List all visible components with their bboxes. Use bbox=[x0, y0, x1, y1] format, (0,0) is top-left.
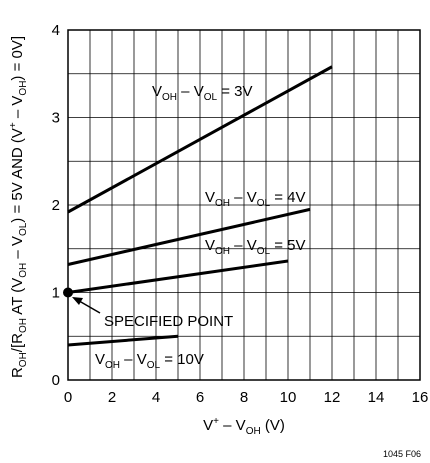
y-tick-label: 4 bbox=[52, 22, 60, 39]
series-line-1 bbox=[67, 207, 311, 266]
x-tick-label: 6 bbox=[196, 389, 204, 406]
y-tick-label: 2 bbox=[52, 197, 60, 214]
x-tick-label: 8 bbox=[240, 389, 248, 406]
plot-border bbox=[67, 29, 421, 381]
series-label-5v: VOH – VOL = 5V bbox=[205, 237, 306, 257]
annotation-arrowhead bbox=[72, 297, 83, 305]
grid bbox=[68, 30, 420, 380]
series-label-4v: VOH – VOL = 4V bbox=[205, 189, 306, 209]
x-axis-title: V+ – VOH (V) bbox=[203, 416, 285, 437]
figure-id: 1045 F06 bbox=[383, 449, 421, 459]
x-tick-label: 14 bbox=[368, 389, 385, 406]
x-tick-label: 4 bbox=[152, 389, 160, 406]
specified-point-annotation: SPECIFIED POINT bbox=[72, 297, 233, 330]
y-tick-label: 0 bbox=[52, 372, 60, 389]
y-axis-title: ROH/[ROH AT (VOH – VOL) = 5V AND (V+ – V… bbox=[8, 36, 29, 378]
series-lines bbox=[63, 65, 333, 347]
series-label-10v: VOH – VOL = 10V bbox=[95, 351, 204, 371]
specified-point-marker bbox=[63, 287, 73, 298]
x-tick-label: 16 bbox=[412, 389, 429, 406]
series-line-0 bbox=[67, 65, 333, 214]
series-line-3 bbox=[67, 334, 179, 347]
series-label-3v: VOH – VOL = 3V bbox=[152, 83, 253, 103]
annotation-text: SPECIFIED POINT bbox=[104, 313, 233, 330]
series-line-2 bbox=[67, 259, 289, 294]
x-tick-label: 2 bbox=[108, 389, 116, 406]
x-tick-label: 12 bbox=[324, 389, 341, 406]
x-tick-label: 10 bbox=[280, 389, 297, 406]
plot-frame bbox=[67, 29, 421, 381]
y-tick-label: 3 bbox=[52, 110, 60, 127]
y-tick-label: 1 bbox=[52, 285, 60, 302]
x-tick-label: 0 bbox=[64, 389, 72, 406]
